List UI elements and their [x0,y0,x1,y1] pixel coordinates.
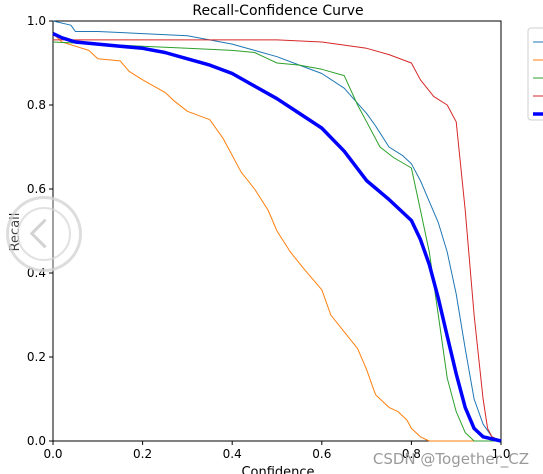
back-button[interactable] [6,196,82,272]
x-tick-label: 0.0 [43,447,62,461]
x-tick-label: 0.6 [312,447,331,461]
y-axis-ticks: 0.00.20.40.60.81.0 [27,14,53,448]
x-axis-label: Confidence [241,465,314,474]
series-line-2 [52,33,501,442]
watermark: CSDN @Together_CZ [372,450,529,468]
x-tick-label: 0.8 [402,447,421,461]
chart-title: Recall-Confidence Curve [192,3,363,19]
x-tick-label: 0.4 [223,447,242,461]
y-tick-label: 1.0 [27,14,46,28]
series-line-3 [52,41,501,442]
legend-box [527,27,543,121]
y-tick-label: 0.2 [27,350,46,364]
series-layer [52,20,502,443]
back-ring-icon [17,207,71,261]
y-tick-label: 0.6 [27,182,46,196]
series-line-1 [52,20,502,442]
x-tick-label: 0.2 [133,447,152,461]
legend [527,27,543,121]
series-line-5 [52,32,502,443]
x-tick-label: 1.0 [491,447,510,461]
y-tick-label: 0.8 [27,98,46,112]
y-tick-label: 0.0 [27,434,46,448]
series-line-4 [53,39,502,442]
x-axis-ticks: 0.0 0.2 0.4 0.6 0.8 1.0 [43,441,511,461]
